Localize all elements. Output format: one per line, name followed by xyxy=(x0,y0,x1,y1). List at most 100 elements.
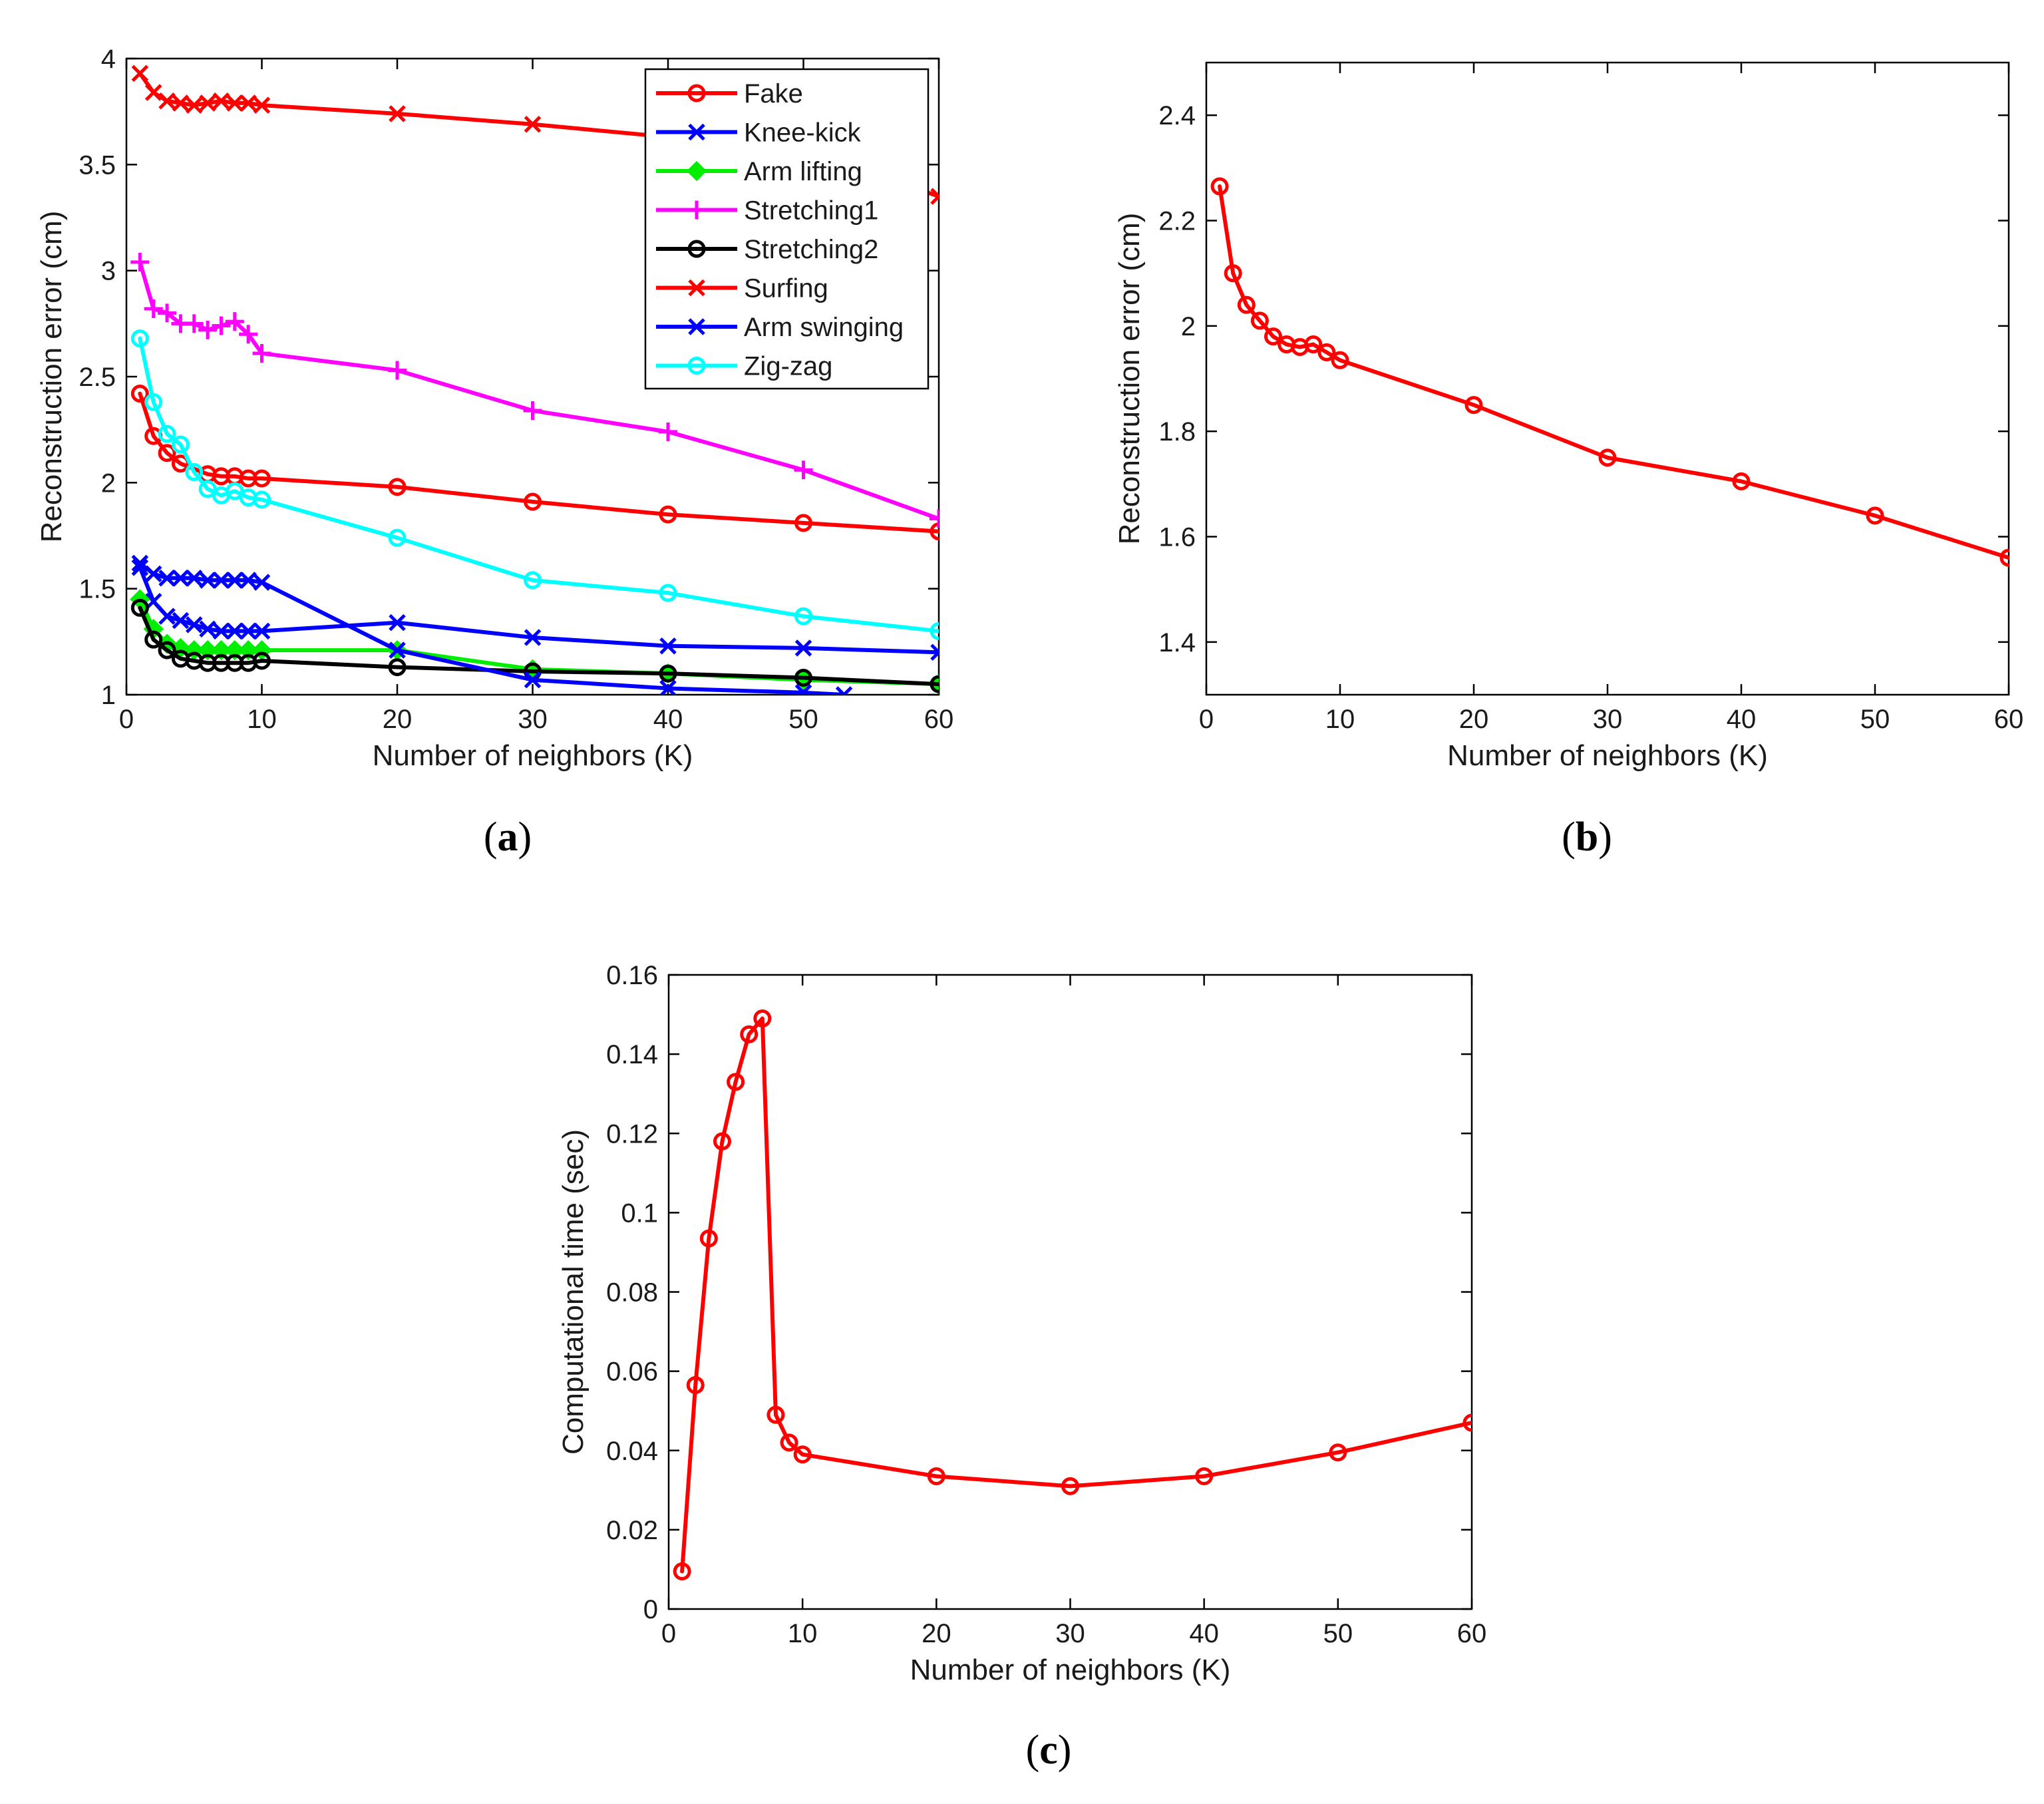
panel-c-y-tick-label: 0.04 xyxy=(606,1437,658,1466)
panel-a-point-zig-zag xyxy=(524,571,542,590)
panel-a-point-zig-zag xyxy=(388,528,407,547)
panel-b-x-tick-label: 0 xyxy=(1199,705,1214,734)
panel-a-point-arm-swinging xyxy=(158,569,176,587)
panel-a-point-stretching1 xyxy=(252,343,271,363)
panel-a-point-surfing xyxy=(389,105,406,122)
panel-a-legend-marker xyxy=(687,200,706,220)
panel-b-x-tick-label: 20 xyxy=(1459,705,1489,734)
panel-a-point-arm-lifting xyxy=(211,639,232,661)
panel-a-x-tick-label: 60 xyxy=(924,705,954,734)
panel-b-y-tick-label: 2 xyxy=(1181,312,1196,341)
panel-a-point-knee-kick xyxy=(158,608,176,625)
panel-a-point-zig-zag xyxy=(144,393,163,411)
panel-a-x-tick-label: 20 xyxy=(383,705,413,734)
panel-c-x-tick-label: 0 xyxy=(661,1619,676,1648)
panel-a-point-zig-zag xyxy=(930,622,939,640)
panel-a-point-fake xyxy=(158,444,176,462)
panel-a-point-arm-swinging xyxy=(226,572,244,589)
panel-a-y-axis-label: Reconstruction error (cm) xyxy=(35,211,68,543)
panel-a-point-stretching1 xyxy=(144,299,163,319)
panel-b-point-reconstruction-error xyxy=(1210,177,1229,196)
panel-a-legend-label: Knee-kick xyxy=(744,118,862,148)
panel-b-point-reconstruction-error xyxy=(1264,327,1282,346)
panel-a-point-arm-swinging xyxy=(253,574,271,591)
panel-b-x-tick-label: 50 xyxy=(1860,705,1890,734)
panel-a-point-surfing xyxy=(930,188,939,205)
panel-a-point-zig-zag xyxy=(253,490,271,509)
panel-c-x-tick-label: 60 xyxy=(1457,1619,1487,1648)
panel-c-x-axis-label: Number of neighbors (K) xyxy=(910,1654,1231,1686)
panel-label-c-open: ( xyxy=(1026,1727,1040,1773)
panel-c-x-tick-label: 50 xyxy=(1323,1619,1353,1648)
panel-a-point-knee-kick xyxy=(659,637,677,655)
panel-c-series-computational-time xyxy=(673,1009,1472,1580)
panel-c-point-computational-time xyxy=(1329,1443,1347,1462)
panel-a-point-knee-kick xyxy=(226,622,244,640)
panel-a-series-zig-zag xyxy=(130,329,939,640)
panel-a-point-surfing xyxy=(144,84,162,101)
panel-a-point-arm-swinging xyxy=(212,572,230,589)
panel-a-legend-label: Stretching2 xyxy=(744,235,878,264)
panel-a-point-stretching1 xyxy=(239,325,258,344)
panel-a-point-stretching1 xyxy=(523,401,542,420)
panel-c-y-tick-label: 0.1 xyxy=(621,1198,658,1228)
panel-c-x-tick-label: 30 xyxy=(1055,1619,1085,1648)
panel-a-point-arm-swinging xyxy=(659,679,677,695)
panel-b-x-tick-label: 40 xyxy=(1727,705,1757,734)
panel-b-point-reconstruction-error xyxy=(1237,295,1256,314)
panel-a-legend-marker xyxy=(688,279,705,297)
panel-a-legend-box xyxy=(644,68,930,390)
panel-a-legend-label: Zig-zag xyxy=(744,352,832,381)
panel-a-x-axis-label: Number of neighbors (K) xyxy=(373,739,693,772)
panel-a-point-stretching1 xyxy=(158,303,177,323)
panel-c-point-computational-time xyxy=(713,1132,731,1151)
panel-a-point-knee-kick xyxy=(253,622,271,640)
panel-label-a-letter: a xyxy=(498,814,518,860)
panel-c-point-computational-time xyxy=(740,1025,759,1043)
panel-a-point-fake xyxy=(659,505,677,524)
panel-b-point-reconstruction-error xyxy=(1732,472,1751,490)
panel-a-x-tick-label: 30 xyxy=(518,705,548,734)
panel-c-y-tick-label: 0.08 xyxy=(606,1278,658,1308)
panel-a-y-tick-label: 2.5 xyxy=(79,363,116,392)
panel-a-point-stretching1 xyxy=(659,422,677,441)
panel-b-y-tick-label: 2.4 xyxy=(1158,101,1196,130)
panel-a-point-fake xyxy=(388,478,407,496)
panel-b-point-reconstruction-error xyxy=(1999,548,2009,567)
panel-a-point-surfing xyxy=(212,92,230,110)
panel-a-series-knee-kick xyxy=(131,559,939,661)
panel-a-legend-item-stretching1: Stretching1 xyxy=(656,196,878,226)
panel-label-a-open: ( xyxy=(484,814,498,860)
panel-a-point-stretching2 xyxy=(794,669,812,687)
panel-a-series-stretching1 xyxy=(130,252,939,528)
panel-a-point-zig-zag xyxy=(794,607,812,626)
panel-label-a-close: ) xyxy=(518,814,532,860)
panel-a-point-knee-kick xyxy=(185,616,203,633)
panel-a-point-arm-swinging xyxy=(794,684,812,695)
panel-a-legend-item-arm-lifting: Arm lifting xyxy=(656,157,862,186)
panel-c-point-computational-time xyxy=(1462,1413,1472,1432)
panel-b-y-axis-label: Reconstruction error (cm) xyxy=(1113,213,1146,545)
panel-a-legend-item-arm-swinging: Arm swinging xyxy=(656,313,904,342)
panel-a-legend-marker xyxy=(688,123,705,141)
panel-c-y-tick-label: 0.14 xyxy=(606,1040,658,1069)
panel-a-point-surfing xyxy=(158,92,176,110)
panel-a-point-knee-kick xyxy=(794,639,812,657)
panel-b-point-reconstruction-error xyxy=(1598,449,1617,467)
panel-label-c-close: ) xyxy=(1058,1727,1072,1773)
panel-b-x-tick-label: 10 xyxy=(1325,705,1355,734)
panel-a-legend-item-knee-kick: Knee-kick xyxy=(656,118,862,148)
panel-a-point-knee-kick xyxy=(199,620,216,637)
panel-c-y-tick-label: 0 xyxy=(643,1595,658,1624)
panel-a-point-stretching2 xyxy=(388,658,407,677)
panel-a-legend-label: Fake xyxy=(744,79,803,108)
panel-a-point-arm-lifting xyxy=(197,639,218,661)
panel-c-point-computational-time xyxy=(727,1073,745,1091)
panel-a-y-tick-label: 1 xyxy=(101,681,116,710)
panel-a-legend-label: Surfing xyxy=(744,274,828,303)
panel-a-point-knee-kick xyxy=(930,643,939,661)
panel-a-y-tick-label: 4 xyxy=(101,45,116,74)
panel-a-legend-label: Arm swinging xyxy=(744,313,904,342)
panel-label-b: (b) xyxy=(1562,814,1612,860)
panel-label-c: (c) xyxy=(1026,1727,1072,1773)
